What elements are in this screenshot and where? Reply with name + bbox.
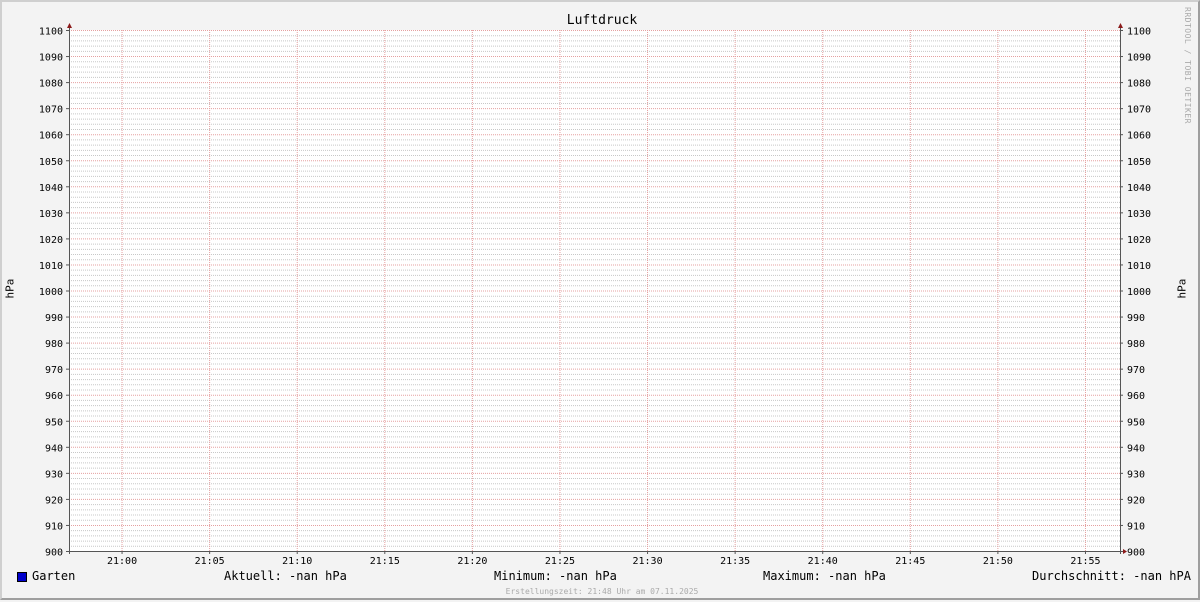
y-tick-label-left: 980 <box>45 339 63 350</box>
x-tick-label: 21:35 <box>720 556 750 567</box>
y-tick-label-right: 1080 <box>1127 79 1151 90</box>
y-tick-label-left: 950 <box>45 417 63 428</box>
y-tick-label-left: 960 <box>45 391 63 402</box>
y-tick-label-right: 980 <box>1127 339 1145 350</box>
y-tick-label-right: 950 <box>1127 417 1145 428</box>
y-tick-label-left: 900 <box>45 548 63 559</box>
y-tick-label-right: 1050 <box>1127 157 1151 168</box>
y-tick-label-left: 1020 <box>39 235 63 246</box>
y-tick-label-right: 970 <box>1127 365 1145 376</box>
chart-title: Luftdruck <box>566 13 638 28</box>
y-tick-label-right: 940 <box>1127 443 1145 454</box>
x-tick-label: 21:30 <box>632 556 662 567</box>
y-tick-label-left: 1070 <box>39 105 63 116</box>
y-tick-label-right: 1030 <box>1127 209 1151 220</box>
y-axis-label-right: hPa <box>1175 278 1189 299</box>
y-tick-label-left: 1000 <box>39 287 63 298</box>
y-tick-label-right: 920 <box>1127 495 1145 506</box>
y-tick-label-right: 1000 <box>1127 287 1151 298</box>
legend-series-name: Garten <box>32 569 76 583</box>
y-axis-label-left: hPa <box>3 278 17 299</box>
x-tick-label: 21:55 <box>1070 556 1100 567</box>
y-tick-label-right: 990 <box>1127 313 1145 324</box>
x-tick-label: 21:05 <box>195 556 225 567</box>
y-tick-label-left: 910 <box>45 521 63 532</box>
legend-maximum: Maximum: -nan hPa <box>763 569 886 583</box>
y-tick-label-right: 1010 <box>1127 261 1151 272</box>
y-tick-label-left: 990 <box>45 313 63 324</box>
legend-swatch-garten <box>17 572 27 582</box>
y-tick-label-left: 1060 <box>39 131 63 142</box>
y-tick-label-left: 1080 <box>39 79 63 90</box>
y-tick-label-right: 1090 <box>1127 53 1151 64</box>
y-tick-label-right: 1060 <box>1127 131 1151 142</box>
plot-background <box>69 30 1120 551</box>
y-tick-label-left: 940 <box>45 443 63 454</box>
x-tick-label: 21:40 <box>808 556 838 567</box>
y-tick-label-right: 910 <box>1127 521 1145 532</box>
y-tick-label-left: 970 <box>45 365 63 376</box>
legend-average: Durchschnitt: -nan hPA <box>1032 569 1191 583</box>
y-tick-label-right: 900 <box>1127 548 1145 559</box>
x-tick-label: 21:50 <box>983 556 1013 567</box>
y-tick-label-left: 1100 <box>39 27 63 38</box>
y-tick-label-right: 930 <box>1127 469 1145 480</box>
x-tick-label: 21:45 <box>895 556 925 567</box>
y-tick-label-right: 1070 <box>1127 105 1151 116</box>
y-axis-arrow-left <box>67 23 72 28</box>
y-tick-label-left: 1030 <box>39 209 63 220</box>
y-tick-label-left: 1040 <box>39 183 63 194</box>
x-tick-label: 21:15 <box>370 556 400 567</box>
y-tick-label-left: 930 <box>45 469 63 480</box>
y-tick-label-right: 1100 <box>1127 27 1151 38</box>
y-axis-arrow-right <box>1118 23 1123 28</box>
x-tick-label: 21:10 <box>282 556 312 567</box>
x-tick-label: 21:00 <box>107 556 137 567</box>
y-tick-label-left: 1090 <box>39 53 63 64</box>
legend-minimum: Minimum: -nan hPa <box>494 569 617 583</box>
footer-timestamp: Erstellungszeit: 21:48 Uhr am 07.11.2025 <box>505 587 699 596</box>
y-tick-label-right: 960 <box>1127 391 1145 402</box>
x-tick-label: 21:20 <box>457 556 487 567</box>
legend-current: Aktuell: -nan hPa <box>224 569 347 583</box>
y-tick-label-left: 1050 <box>39 157 63 168</box>
x-tick-label: 21:25 <box>545 556 575 567</box>
y-tick-label-right: 1020 <box>1127 235 1151 246</box>
y-tick-label-left: 1010 <box>39 261 63 272</box>
y-tick-label-left: 920 <box>45 495 63 506</box>
y-tick-label-right: 1040 <box>1127 183 1151 194</box>
watermark: RRDTOOL / TOBI OETIKER <box>1183 7 1192 124</box>
x-axis-arrow <box>1123 549 1127 554</box>
